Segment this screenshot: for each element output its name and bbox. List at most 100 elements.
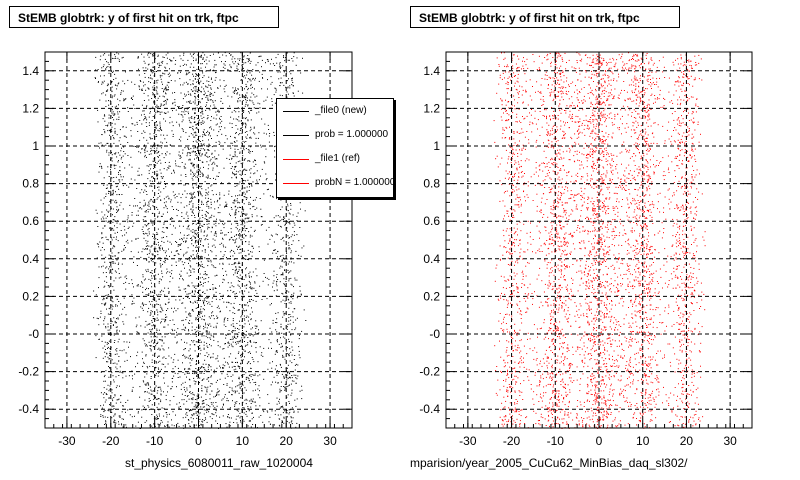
scatter-point	[272, 361, 273, 363]
scatter-point	[286, 251, 287, 253]
scatter-point	[150, 77, 152, 79]
scatter-point	[189, 100, 191, 102]
scatter-point	[207, 95, 209, 97]
scatter-point	[279, 281, 281, 283]
scatter-point	[241, 106, 243, 108]
scatter-point	[201, 121, 203, 123]
scatter-point	[206, 212, 208, 214]
scatter-point	[188, 203, 190, 205]
scatter-point	[160, 393, 162, 395]
scatter-point	[194, 154, 196, 156]
scatter-point	[107, 346, 109, 348]
scatter-point	[206, 390, 208, 392]
scatter-point	[148, 231, 150, 233]
scatter-point	[190, 271, 192, 273]
scatter-point	[168, 291, 170, 293]
scatter-point	[210, 338, 212, 340]
scatter-point	[107, 62, 109, 64]
scatter-point	[244, 218, 246, 220]
scatter-point	[245, 62, 247, 64]
scatter-point	[216, 165, 218, 167]
scatter-point	[128, 346, 129, 348]
scatter-point	[251, 185, 253, 187]
scatter-point	[249, 130, 251, 132]
scatter-point	[108, 285, 110, 287]
scatter-point	[151, 361, 153, 363]
scatter-point	[181, 261, 183, 263]
scatter-point	[208, 331, 210, 333]
scatter-point	[235, 268, 237, 270]
scatter-point	[200, 123, 202, 125]
scatter-point	[103, 218, 105, 220]
scatter-point	[262, 409, 264, 411]
scatter-point	[177, 106, 179, 107]
scatter-point	[286, 71, 288, 73]
scatter-point	[282, 311, 284, 313]
scatter-point	[108, 191, 110, 192]
scatter-point	[255, 351, 257, 353]
scatter-point	[254, 79, 256, 81]
scatter-point	[167, 81, 169, 83]
scatter-point	[174, 101, 176, 103]
scatter-point	[288, 218, 290, 220]
scatter-point	[234, 405, 236, 407]
scatter-point	[205, 215, 207, 217]
scatter-point	[188, 423, 190, 425]
scatter-point	[201, 380, 203, 381]
scatter-point	[237, 335, 239, 337]
scatter-point	[111, 296, 113, 298]
scatter-point	[215, 395, 216, 397]
scatter-point	[95, 294, 97, 296]
scatter-point	[289, 85, 291, 87]
scatter-point	[277, 71, 279, 73]
scatter-point	[240, 224, 242, 226]
scatter-point	[148, 172, 150, 174]
scatter-point	[191, 415, 193, 417]
scatter-point	[270, 234, 272, 236]
scatter-point	[299, 227, 301, 228]
scatter-point	[250, 286, 252, 288]
scatter-point	[148, 77, 149, 79]
scatter-point	[272, 235, 273, 237]
scatter-point	[111, 122, 113, 124]
scatter-point	[290, 203, 292, 204]
scatter-point	[196, 107, 198, 109]
scatter-point	[222, 367, 223, 369]
scatter-point	[145, 320, 147, 322]
scatter-point	[99, 99, 101, 101]
scatter-point	[232, 312, 234, 314]
scatter-point	[239, 129, 241, 131]
scatter-point	[173, 375, 175, 377]
scatter-point	[183, 237, 185, 239]
scatter-point	[292, 349, 294, 351]
scatter-point	[288, 222, 290, 224]
scatter-point	[158, 398, 160, 399]
scatter-point	[289, 411, 291, 413]
scatter-point	[131, 240, 133, 242]
scatter-point	[175, 241, 177, 242]
scatter-point	[255, 77, 256, 79]
scatter-point	[284, 217, 286, 219]
scatter-point	[166, 412, 168, 413]
scatter-point	[238, 309, 240, 311]
scatter-point	[183, 253, 185, 255]
scatter-point	[233, 335, 235, 337]
scatter-point	[112, 301, 114, 303]
scatter-point	[153, 342, 155, 344]
scatter-point	[250, 96, 252, 98]
scatter-point	[199, 273, 201, 275]
scatter-point	[152, 86, 154, 88]
scatter-point	[195, 124, 197, 126]
scatter-point	[303, 245, 305, 247]
scatter-point	[280, 226, 282, 228]
scatter-point	[242, 112, 243, 114]
scatter-point	[152, 201, 154, 203]
scatter-point	[199, 74, 201, 76]
scatter-point	[215, 141, 217, 143]
scatter-point	[144, 224, 146, 226]
scatter-point	[102, 237, 104, 239]
scatter-point	[212, 94, 214, 96]
scatter-point	[244, 193, 246, 195]
scatter-point	[219, 378, 221, 380]
scatter-point	[288, 244, 290, 246]
